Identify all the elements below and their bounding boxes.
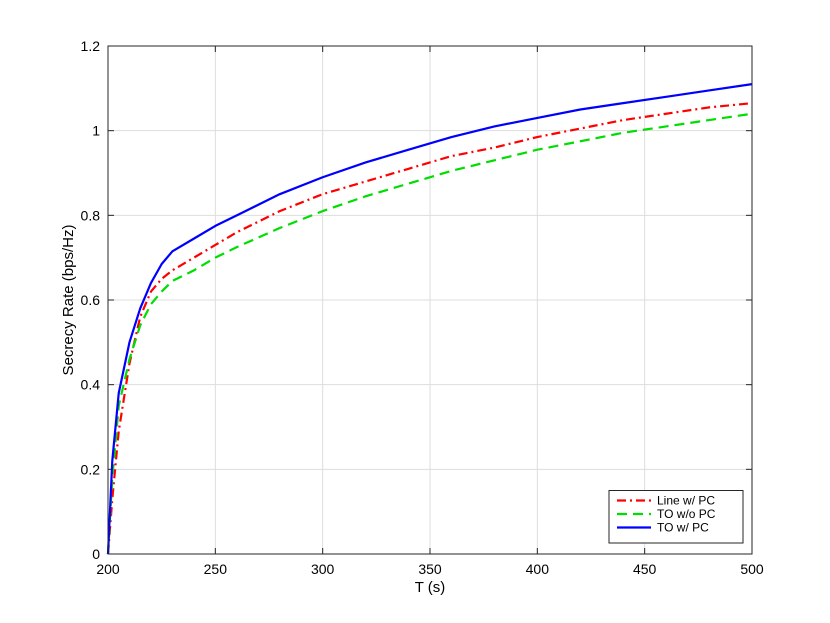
- y-tick-label: 0.4: [81, 377, 101, 393]
- plot-frame: [107, 45, 753, 555]
- series-line: [106, 83, 753, 555]
- legend-label: TO w/o PC: [657, 507, 716, 521]
- x-tick-labels: 200 250 300 350 400 450 500: [96, 561, 764, 577]
- y-tick-label: 0.2: [81, 461, 101, 477]
- x-tick-label: 200: [96, 561, 120, 577]
- legend-label: Line w/ PC: [657, 494, 715, 508]
- y-axis-title: Secrecy Rate (bps/Hz): [60, 225, 77, 376]
- y-tick-label: 1.2: [81, 38, 101, 54]
- x-tick-label: 250: [204, 561, 228, 577]
- x-tick-label: 450: [633, 561, 657, 577]
- y-tick-label: 0.8: [81, 207, 101, 223]
- x-axis-title: T (s): [415, 579, 446, 596]
- legend-label: TO w/ PC: [657, 521, 709, 535]
- x-tick-label: 400: [526, 561, 550, 577]
- series-layer: [106, 83, 753, 555]
- y-tick-label: 1: [92, 123, 100, 139]
- x-tick-label: 350: [418, 561, 442, 577]
- legend-box: [608, 490, 744, 544]
- x-tick-label: 300: [311, 561, 335, 577]
- series-line: [106, 112, 753, 555]
- y-tick-label: 0.6: [81, 292, 101, 308]
- y-tick-label: 0: [92, 546, 100, 562]
- x-tick-label: 500: [740, 561, 764, 577]
- y-tick-labels: 0 0.2 0.4 0.6 0.8 1 1.2: [81, 38, 101, 562]
- series-line: [106, 102, 753, 555]
